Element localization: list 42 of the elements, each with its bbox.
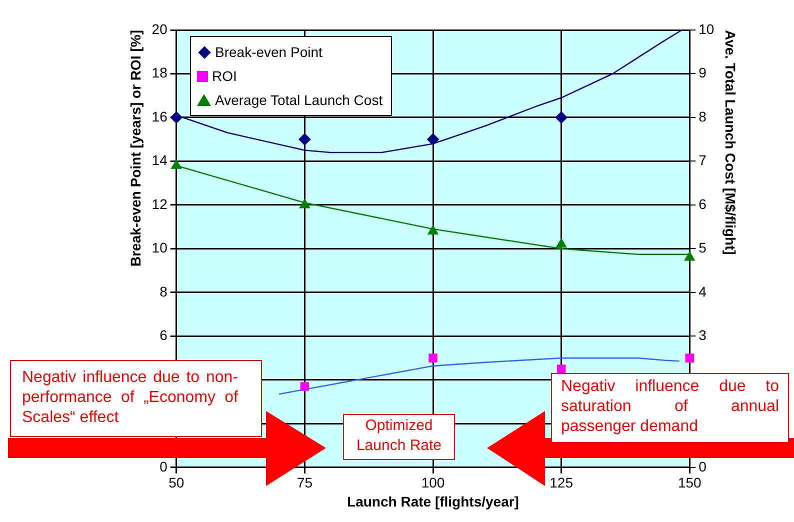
point [428,225,438,234]
y2-tick-label: 9 [698,64,707,81]
y2-tick-label: 3 [698,327,707,344]
point [685,354,694,362]
x-tick-label: 100 [421,474,445,491]
y-tick-label: 16 [152,108,168,124]
x-tick-label: 75 [296,474,313,491]
point [298,133,311,146]
y2-tick-label: 6 [698,196,707,212]
y-axis-title: Break-even Point [years] or ROI [%] [127,30,144,267]
y-tick-label: 18 [152,64,168,81]
legend-label: ROI [212,67,237,86]
x-tick-label: 150 [678,474,702,491]
y-tick-label: 14 [152,152,168,168]
y2-tick-label: 7 [698,152,707,168]
point [170,111,182,124]
y-tick-label: 20 [152,20,168,37]
y2-tick-label: 0 [698,458,707,474]
point [428,354,438,362]
x-tick-label: 50 [168,474,184,491]
point [427,133,439,146]
y2-tick-label: 5 [698,240,707,256]
point [171,160,182,169]
point [299,198,310,208]
y-tick-label: 0 [160,458,168,474]
point [556,238,567,248]
point [684,251,695,261]
legend-label: Average Total Launch Cost [215,91,383,110]
y-tick-label: 8 [160,283,168,300]
y-tick-label: 12 [152,196,168,212]
y-tick-label: 6 [160,327,168,344]
point [300,382,310,391]
y-tick-label: 10 [152,240,168,256]
x-tick-label: 125 [550,474,574,491]
y2-tick-label: 10 [698,20,714,37]
point [555,111,568,124]
y2-tick-label: 4 [698,283,707,300]
x-axis-title: Launch Rate [flights/year] [347,493,519,510]
point [556,364,566,374]
y2-axis-title: Ave. Total Launch Cost [M$/flight] [722,30,739,255]
legend-label: Break-even Point [215,43,322,62]
y2-tick-label: 8 [698,108,707,124]
